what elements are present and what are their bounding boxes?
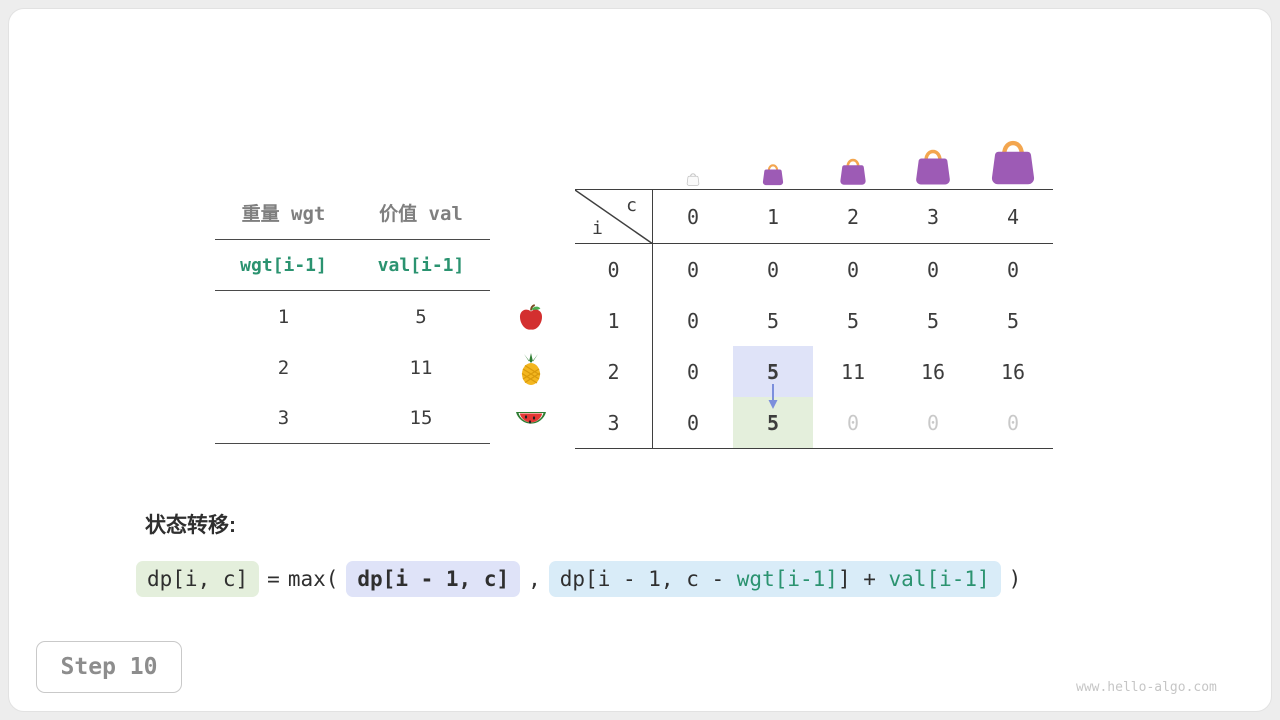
dp-cell-3-3: 0 <box>926 410 940 435</box>
dp-col-header-4: 4 <box>973 190 1053 244</box>
items-table-header-row: 重量 wgt 价值 val <box>215 186 490 240</box>
dp-corner-cell: c i <box>575 190 653 244</box>
item-1-weight: 1 <box>277 305 290 328</box>
weight-subheader: wgt[i-1] <box>240 254 327 276</box>
dp-row-label-3: 3 <box>575 397 653 448</box>
dp-corner-row-label: i <box>592 218 603 239</box>
formula-equals: = <box>267 567 280 591</box>
formula-close-paren: ) <box>1008 567 1022 591</box>
dp-cell-1-1: 5 <box>766 308 780 333</box>
value-column-header: 价值 val <box>379 203 463 225</box>
dp-cell-1-4: 5 <box>1006 308 1020 333</box>
apple-icon <box>516 303 546 333</box>
dp-col-header-3: 3 <box>893 190 973 244</box>
dp-cell-0-2: 0 <box>846 257 860 282</box>
dp-table: c i 0 1 2 3 4 0 0 0 0 0 0 1 0 5 5 5 5 2 … <box>575 189 1053 449</box>
value-subheader: val[i-1] <box>377 254 465 276</box>
items-table: 重量 wgt 价值 val wgt[i-1] val[i-1] 1 5 2 11… <box>215 186 490 444</box>
dp-cell-2-1-source-highlight: 5 <box>733 346 813 397</box>
items-table-subheader-row: wgt[i-1] val[i-1] <box>215 240 490 291</box>
dp-row-label-0: 0 <box>575 244 653 295</box>
formula-arg2-val: val[i-1] <box>888 567 990 591</box>
formula-max-open: max( <box>287 567 339 591</box>
bag-icon-empty <box>686 170 700 186</box>
formula-arg1-chip: dp[i - 1, c] <box>346 561 521 597</box>
bag-icon-size-3 <box>913 141 953 186</box>
weight-column-header: 重量 wgt <box>241 203 326 225</box>
formula-lhs-chip: dp[i, c] <box>136 561 260 597</box>
item-2-value: 11 <box>409 356 433 379</box>
bag-icon-size-4 <box>988 130 1038 186</box>
item-2-weight: 2 <box>277 356 290 379</box>
dp-corner-col-label: c <box>626 195 637 216</box>
item-row-1: 1 5 <box>215 291 490 342</box>
dp-cell-0-1: 0 <box>766 257 780 282</box>
dp-cell-1-0: 0 <box>686 308 700 333</box>
dp-cell-2-3: 16 <box>920 359 946 384</box>
watermark: www.hello-algo.com <box>1076 680 1217 695</box>
dp-cell-1-3: 5 <box>926 308 940 333</box>
dp-cell-3-1-target-highlight: 5 <box>733 384 813 448</box>
bag-icon-size-1 <box>761 159 785 186</box>
dp-cell-3-2: 0 <box>846 410 860 435</box>
item-row-2: 2 11 <box>215 342 490 393</box>
formula-heading: 状态转移: <box>145 514 236 537</box>
formula-arg2-mid: ] + <box>837 567 889 591</box>
formula-arg2-prefix: dp[i - 1, c - <box>559 567 737 591</box>
formula-arg2-chip: dp[i - 1, c - wgt[i-1]] + val[i-1] <box>548 561 1001 597</box>
dp-cell-1-2: 5 <box>846 308 860 333</box>
formula-arg2-wgt: wgt[i-1] <box>736 567 838 591</box>
dp-cell-2-0: 0 <box>686 359 700 384</box>
dp-row-label-2: 2 <box>575 346 653 397</box>
dp-col-header-1: 1 <box>733 190 813 244</box>
dp-cell-3-1-value: 5 <box>766 410 780 435</box>
dp-cell-2-4: 16 <box>1000 359 1026 384</box>
item-3-weight: 3 <box>277 407 290 429</box>
item-row-3: 3 15 <box>215 393 490 444</box>
formula-separator: , <box>528 567 541 591</box>
dp-cell-0-3: 0 <box>926 257 940 282</box>
watermelon-icon <box>514 406 548 436</box>
step-indicator: Step 10 <box>36 641 182 693</box>
bag-icon-size-2 <box>838 152 868 186</box>
dp-cell-0-0: 0 <box>686 257 700 282</box>
dp-col-header-2: 2 <box>813 190 893 244</box>
dp-cell-2-2: 11 <box>840 359 866 384</box>
dp-cell-3-4: 0 <box>1006 410 1020 435</box>
item-3-value: 15 <box>409 407 433 429</box>
state-transition-formula: dp[i, c] = max( dp[i - 1, c] , dp[i - 1,… <box>136 561 1021 597</box>
pineapple-icon <box>515 352 547 386</box>
dp-col-header-0: 0 <box>653 190 733 244</box>
dp-cell-3-0: 0 <box>686 410 700 435</box>
item-1-value: 5 <box>415 305 427 328</box>
dp-cell-0-4: 0 <box>1006 257 1020 282</box>
dp-row-label-1: 1 <box>575 295 653 346</box>
